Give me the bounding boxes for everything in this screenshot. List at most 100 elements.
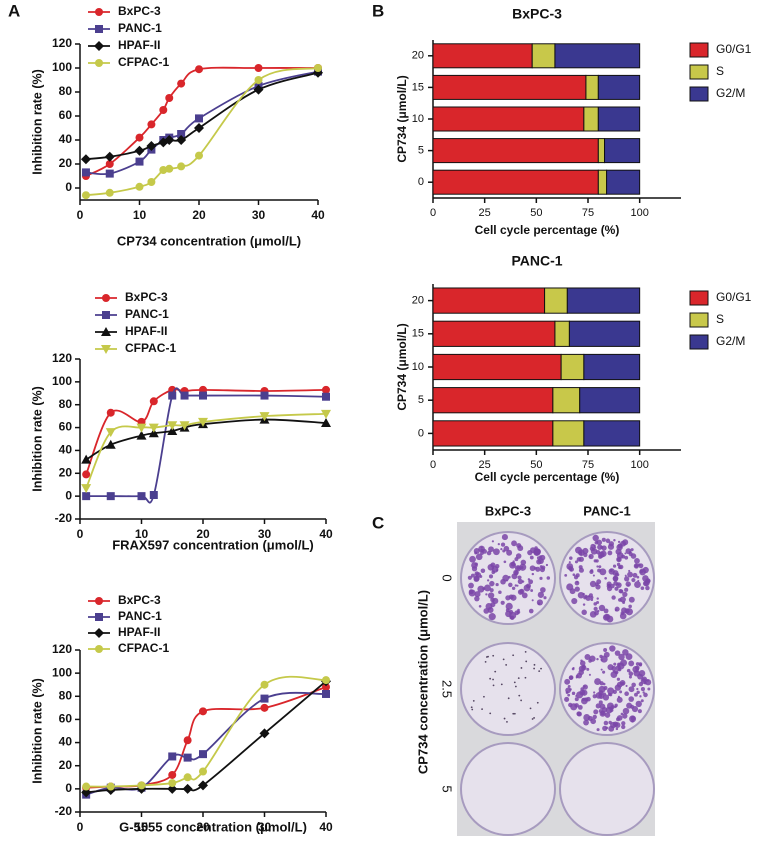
colony bbox=[614, 650, 621, 656]
y-axis-label: Inhibition rate (%) bbox=[30, 386, 44, 492]
colony bbox=[618, 653, 625, 661]
marker bbox=[105, 428, 116, 438]
colony bbox=[606, 583, 611, 589]
colony bbox=[496, 569, 499, 572]
bar-segment bbox=[432, 138, 599, 164]
colony bbox=[624, 552, 627, 555]
marker bbox=[199, 767, 207, 776]
colony bbox=[495, 582, 499, 587]
legend-marker bbox=[101, 327, 111, 336]
y-tick-label: 40 bbox=[59, 443, 73, 457]
legend-marker bbox=[101, 345, 111, 354]
marker bbox=[322, 689, 330, 698]
legend-label: CFPAC-1 bbox=[118, 641, 169, 655]
legend-label: G0/G1 bbox=[716, 42, 752, 56]
colony bbox=[489, 580, 495, 587]
colony bbox=[590, 718, 597, 725]
colony bbox=[574, 586, 580, 592]
colony bbox=[488, 574, 494, 579]
colony bbox=[616, 562, 621, 567]
colony bbox=[502, 658, 505, 661]
bar-segment bbox=[432, 74, 587, 100]
colony bbox=[608, 568, 615, 575]
colony bbox=[589, 580, 597, 588]
legend-label: S bbox=[716, 64, 724, 78]
colony bbox=[628, 671, 634, 677]
colony bbox=[589, 569, 594, 575]
marker bbox=[134, 145, 145, 156]
colony bbox=[587, 595, 591, 598]
x-axis-label: FRAX597 concentration (μmol/L) bbox=[112, 537, 314, 552]
legend-label: HPAF-II bbox=[125, 324, 167, 338]
colony bbox=[628, 569, 631, 573]
colony bbox=[602, 725, 608, 731]
colony bbox=[474, 591, 481, 598]
marker bbox=[199, 750, 207, 759]
legend-label: BxPC-3 bbox=[125, 290, 168, 304]
marker bbox=[81, 168, 90, 177]
legend-swatch bbox=[689, 334, 709, 350]
colony bbox=[537, 558, 544, 564]
colony bbox=[572, 573, 576, 577]
colony bbox=[599, 568, 607, 576]
bar-segment bbox=[432, 420, 554, 447]
marker bbox=[105, 160, 114, 168]
colony bbox=[600, 658, 603, 661]
colony bbox=[625, 684, 628, 688]
colony bbox=[617, 543, 623, 549]
colony bbox=[606, 615, 614, 623]
marker bbox=[159, 106, 168, 114]
colony bbox=[617, 540, 621, 544]
colony bbox=[485, 593, 488, 596]
colony bbox=[516, 566, 521, 570]
colony bbox=[628, 696, 635, 702]
y-tick-label: 20 bbox=[59, 156, 73, 170]
y-tick-label: 20 bbox=[59, 465, 73, 479]
colony bbox=[620, 712, 624, 716]
legend-label: G2/M bbox=[716, 86, 745, 100]
y-tick-label: 60 bbox=[59, 108, 73, 122]
colony bbox=[530, 547, 536, 554]
colony bbox=[535, 566, 541, 572]
x-tick-label: 100 bbox=[630, 207, 648, 219]
y-tick-label: 10 bbox=[412, 361, 424, 373]
marker bbox=[177, 130, 186, 138]
y-tick-label: -20 bbox=[55, 511, 73, 525]
marker bbox=[149, 491, 158, 499]
bar-segment bbox=[568, 320, 641, 347]
marker bbox=[165, 94, 174, 102]
colony bbox=[602, 670, 606, 674]
colony bbox=[492, 678, 494, 681]
colony bbox=[567, 684, 571, 688]
colony bbox=[616, 552, 624, 559]
marker bbox=[106, 408, 115, 417]
colony bbox=[498, 590, 502, 595]
legend-label: CFPAC-1 bbox=[125, 341, 176, 355]
marker bbox=[321, 409, 331, 419]
colony bbox=[505, 579, 508, 582]
colony bbox=[503, 545, 510, 552]
panel-label: A bbox=[8, 1, 20, 20]
colony bbox=[594, 678, 601, 685]
bar-segment bbox=[432, 320, 556, 347]
y-tick-label: 10 bbox=[412, 113, 424, 125]
colony bbox=[614, 670, 619, 675]
y-tick-label: 15 bbox=[412, 328, 424, 340]
marker bbox=[82, 470, 91, 479]
colony bbox=[607, 687, 615, 695]
marker bbox=[82, 782, 91, 791]
colony bbox=[517, 575, 522, 580]
marker bbox=[104, 151, 115, 162]
colony bbox=[477, 585, 485, 593]
y-tick-label: 120 bbox=[52, 642, 72, 656]
colony bbox=[596, 539, 603, 546]
colony bbox=[613, 662, 617, 666]
colony bbox=[618, 564, 624, 570]
bar-segment bbox=[432, 106, 585, 132]
colony bbox=[509, 611, 517, 619]
colony bbox=[597, 568, 601, 573]
colony bbox=[622, 713, 628, 719]
colony bbox=[506, 720, 508, 723]
colony bbox=[513, 569, 519, 576]
colony bbox=[470, 573, 475, 578]
